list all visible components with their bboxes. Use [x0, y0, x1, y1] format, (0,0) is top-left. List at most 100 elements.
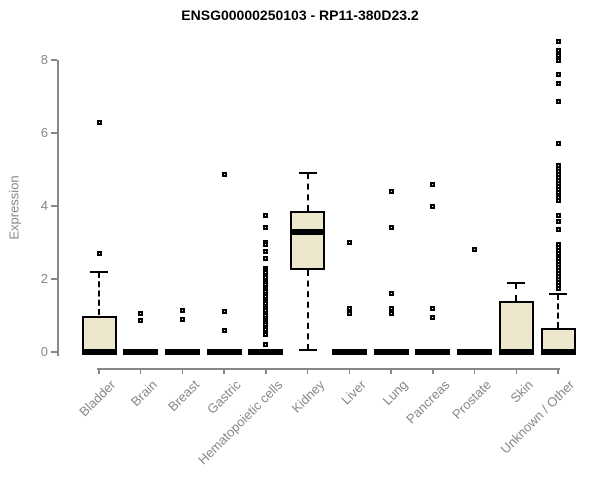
- chart-title: ENSG00000250103 - RP11-380D23.2: [181, 7, 419, 23]
- outlier-point: [263, 249, 269, 255]
- outlier-point: [388, 311, 394, 317]
- whisker-upper: [98, 271, 100, 316]
- x-category-label: Kidney: [288, 377, 328, 416]
- outlier-point: [430, 314, 436, 320]
- whisker-upper: [557, 293, 560, 329]
- median-line: [498, 349, 534, 355]
- x-tick: [139, 368, 142, 374]
- outlier-point: [430, 181, 436, 187]
- outlier-point: [388, 188, 394, 194]
- y-tick-label: 4: [40, 198, 48, 213]
- outlier-point: [263, 256, 269, 262]
- y-axis-line: [57, 60, 59, 356]
- x-tick: [473, 368, 476, 374]
- x-category-label: Pancreas: [403, 377, 453, 427]
- whisker-cap-upper: [549, 292, 568, 295]
- x-tick: [348, 368, 351, 374]
- y-tick: [51, 205, 57, 207]
- outlier-point: [472, 247, 478, 253]
- outlier-point: [263, 241, 269, 247]
- x-category-label: Bladder: [76, 377, 119, 420]
- outlier-point: [221, 309, 227, 315]
- outlier-point: [555, 57, 561, 63]
- outlier-point: [555, 81, 561, 87]
- x-category-label: Lung: [379, 377, 411, 409]
- outlier-point: [555, 72, 561, 78]
- outlier-point: [138, 311, 144, 317]
- outlier-point: [388, 225, 394, 231]
- whisker-cap-upper: [298, 172, 317, 175]
- median-line: [373, 349, 409, 355]
- box: [498, 300, 534, 352]
- median-line: [331, 349, 367, 355]
- outlier-point: [346, 240, 352, 245]
- outlier-point: [96, 250, 102, 256]
- y-tick-label: 6: [40, 125, 48, 140]
- median-line: [81, 349, 117, 355]
- outlier-point: [263, 225, 269, 231]
- outlier-point: [388, 305, 394, 311]
- x-tick: [557, 368, 559, 374]
- x-tick: [390, 368, 392, 374]
- outlier-point: [263, 342, 269, 348]
- y-tick: [51, 59, 57, 61]
- outlier-point: [96, 119, 102, 125]
- outlier-point: [430, 305, 436, 311]
- outlier-point: [179, 316, 185, 322]
- x-category-label: Prostate: [449, 377, 495, 422]
- outlier-point: [555, 218, 561, 224]
- outlier-point: [555, 48, 561, 54]
- median-line: [290, 228, 326, 235]
- median-line: [164, 349, 200, 355]
- outlier-point: [138, 318, 144, 324]
- x-category-label: Gastric: [204, 377, 244, 417]
- median-line: [123, 349, 159, 355]
- median-line: [540, 349, 576, 355]
- outlier-point: [555, 141, 561, 147]
- whisker-lower: [306, 269, 309, 351]
- outlier-point: [388, 291, 394, 297]
- x-tick: [223, 368, 225, 374]
- outlier-point: [555, 285, 561, 291]
- y-tick: [51, 132, 57, 134]
- x-tick: [515, 368, 518, 374]
- box: [290, 211, 326, 270]
- whisker-cap-lower: [298, 349, 317, 352]
- median-line: [415, 349, 451, 355]
- x-category-label: Breast: [164, 377, 203, 415]
- outlier-point: [221, 172, 227, 178]
- outlier-point: [430, 203, 436, 209]
- outlier-point: [555, 53, 561, 59]
- whisker-cap-upper: [90, 270, 108, 273]
- outlier-point: [555, 39, 561, 45]
- outlier-point: [179, 307, 185, 313]
- outlier-point: [555, 212, 561, 218]
- x-tick: [432, 368, 434, 374]
- x-category-label: Skin: [507, 377, 536, 406]
- x-category-label: Liver: [338, 377, 369, 408]
- outlier-point: [555, 198, 561, 204]
- median-line: [248, 349, 284, 355]
- x-tick: [306, 368, 309, 374]
- x-category-label: Unknown / Other: [498, 377, 578, 457]
- whisker-upper: [515, 282, 518, 301]
- y-tick-label: 2: [40, 271, 48, 286]
- outlier-point: [555, 99, 561, 105]
- x-tick: [181, 368, 184, 374]
- outlier-point: [555, 227, 561, 233]
- x-category-label: Brain: [128, 377, 161, 410]
- box: [81, 315, 117, 352]
- median-line: [457, 349, 493, 355]
- x-tick: [265, 368, 267, 374]
- y-tick-label: 0: [40, 344, 48, 359]
- outlier-point: [263, 331, 269, 337]
- y-tick-label: 8: [40, 52, 48, 67]
- median-line: [206, 349, 242, 355]
- outlier-point: [263, 212, 269, 218]
- outlier-point: [346, 311, 352, 317]
- whisker-upper: [306, 173, 309, 212]
- x-axis-line: [97, 368, 560, 370]
- outlier-point: [221, 327, 227, 333]
